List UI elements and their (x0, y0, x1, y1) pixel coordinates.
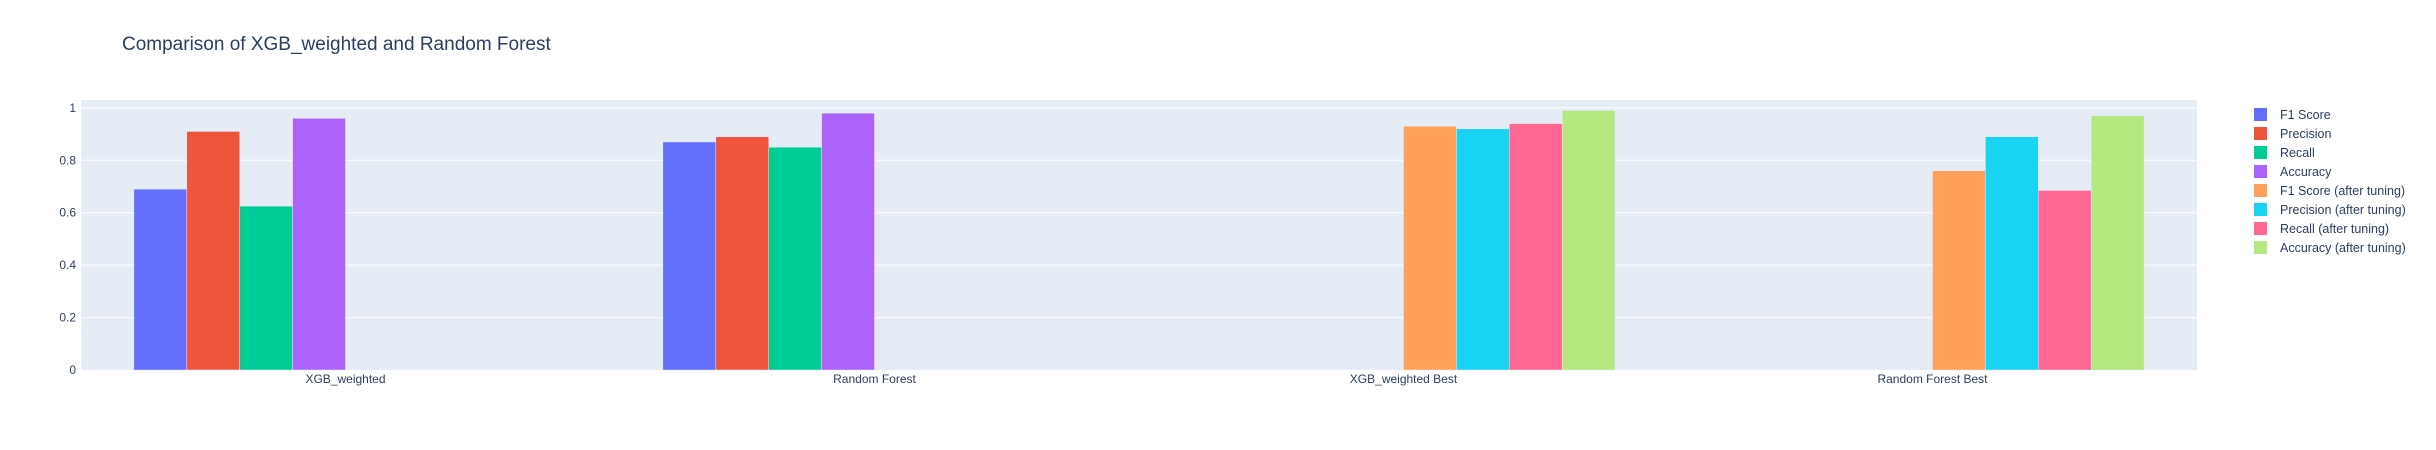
bar[interactable] (768, 146, 822, 371)
y-tick-label: 0 (69, 363, 76, 377)
y-tick-label: 0.8 (59, 153, 76, 167)
x-axis-ticks: XGB_weighted Random Forest XGB_weighted Be… (305, 372, 1988, 386)
bar[interactable] (239, 205, 293, 371)
legend-swatch (2254, 127, 2267, 140)
legend-swatch (2254, 203, 2267, 216)
bar[interactable] (1509, 123, 1563, 371)
legend-item[interactable]: Precision (2254, 127, 2331, 141)
y-tick-label: 0.6 (59, 206, 76, 220)
bar[interactable] (1561, 110, 1616, 371)
y-axis-ticks: 0 0.2 0.4 0.6 0.8 1 (59, 101, 76, 377)
legend-label: Precision (2280, 127, 2331, 141)
bar[interactable] (821, 112, 875, 371)
y-tick-label: 0.2 (59, 311, 76, 325)
bar[interactable] (662, 141, 717, 371)
legend-item[interactable]: Accuracy (after tuning) (2254, 241, 2406, 255)
legend-swatch (2254, 184, 2267, 197)
legend-item[interactable]: Accuracy (2254, 165, 2332, 179)
legend-item[interactable]: Recall (2254, 146, 2315, 160)
bar[interactable] (1403, 125, 1457, 371)
bar[interactable] (2038, 190, 2092, 371)
legend-item[interactable]: F1 Score (2254, 108, 2331, 122)
legend-label: Recall (after tuning) (2280, 222, 2389, 236)
legend-label: Recall (2280, 146, 2315, 160)
y-tick-label: 1 (69, 101, 76, 115)
legend-label: F1 Score (after tuning) (2280, 184, 2405, 198)
y-tick-label: 0.4 (59, 258, 76, 272)
bar[interactable] (1456, 128, 1510, 371)
legend-label: F1 Score (2280, 108, 2331, 122)
chart-title: Comparison of XGB_weighted and Random Fo… (122, 34, 552, 55)
legend-item[interactable]: F1 Score (after tuning) (2254, 184, 2405, 198)
bar[interactable] (186, 131, 240, 371)
x-tick-label: XGB_weighted Best (1350, 372, 1458, 386)
legend-item[interactable]: Recall (after tuning) (2254, 222, 2389, 236)
plot-background (81, 100, 2197, 370)
legend-label: Accuracy (2280, 165, 2332, 179)
bars (133, 110, 2145, 371)
x-tick-label: Random Forest Best (1877, 372, 1988, 386)
legend-swatch (2254, 241, 2267, 254)
legend-swatch (2254, 222, 2267, 235)
bar[interactable] (2090, 115, 2145, 371)
legend-swatch (2254, 108, 2267, 121)
legend[interactable]: F1 Score Precision Recall Accuracy F1 Score … (2254, 108, 2406, 255)
x-tick-label: XGB_weighted (305, 372, 385, 386)
bar[interactable] (715, 136, 769, 371)
legend-label: Accuracy (after tuning) (2280, 241, 2406, 255)
bar[interactable] (1985, 136, 2039, 371)
legend-label: Precision (after tuning) (2280, 203, 2406, 217)
legend-item[interactable]: Precision (after tuning) (2254, 203, 2406, 217)
legend-swatch (2254, 165, 2267, 178)
legend-swatch (2254, 146, 2267, 159)
gridlines (81, 107, 2197, 319)
x-tick-label: Random Forest (833, 372, 916, 386)
bar[interactable] (292, 118, 346, 371)
bar[interactable] (133, 188, 188, 371)
bar[interactable] (1932, 170, 1986, 371)
